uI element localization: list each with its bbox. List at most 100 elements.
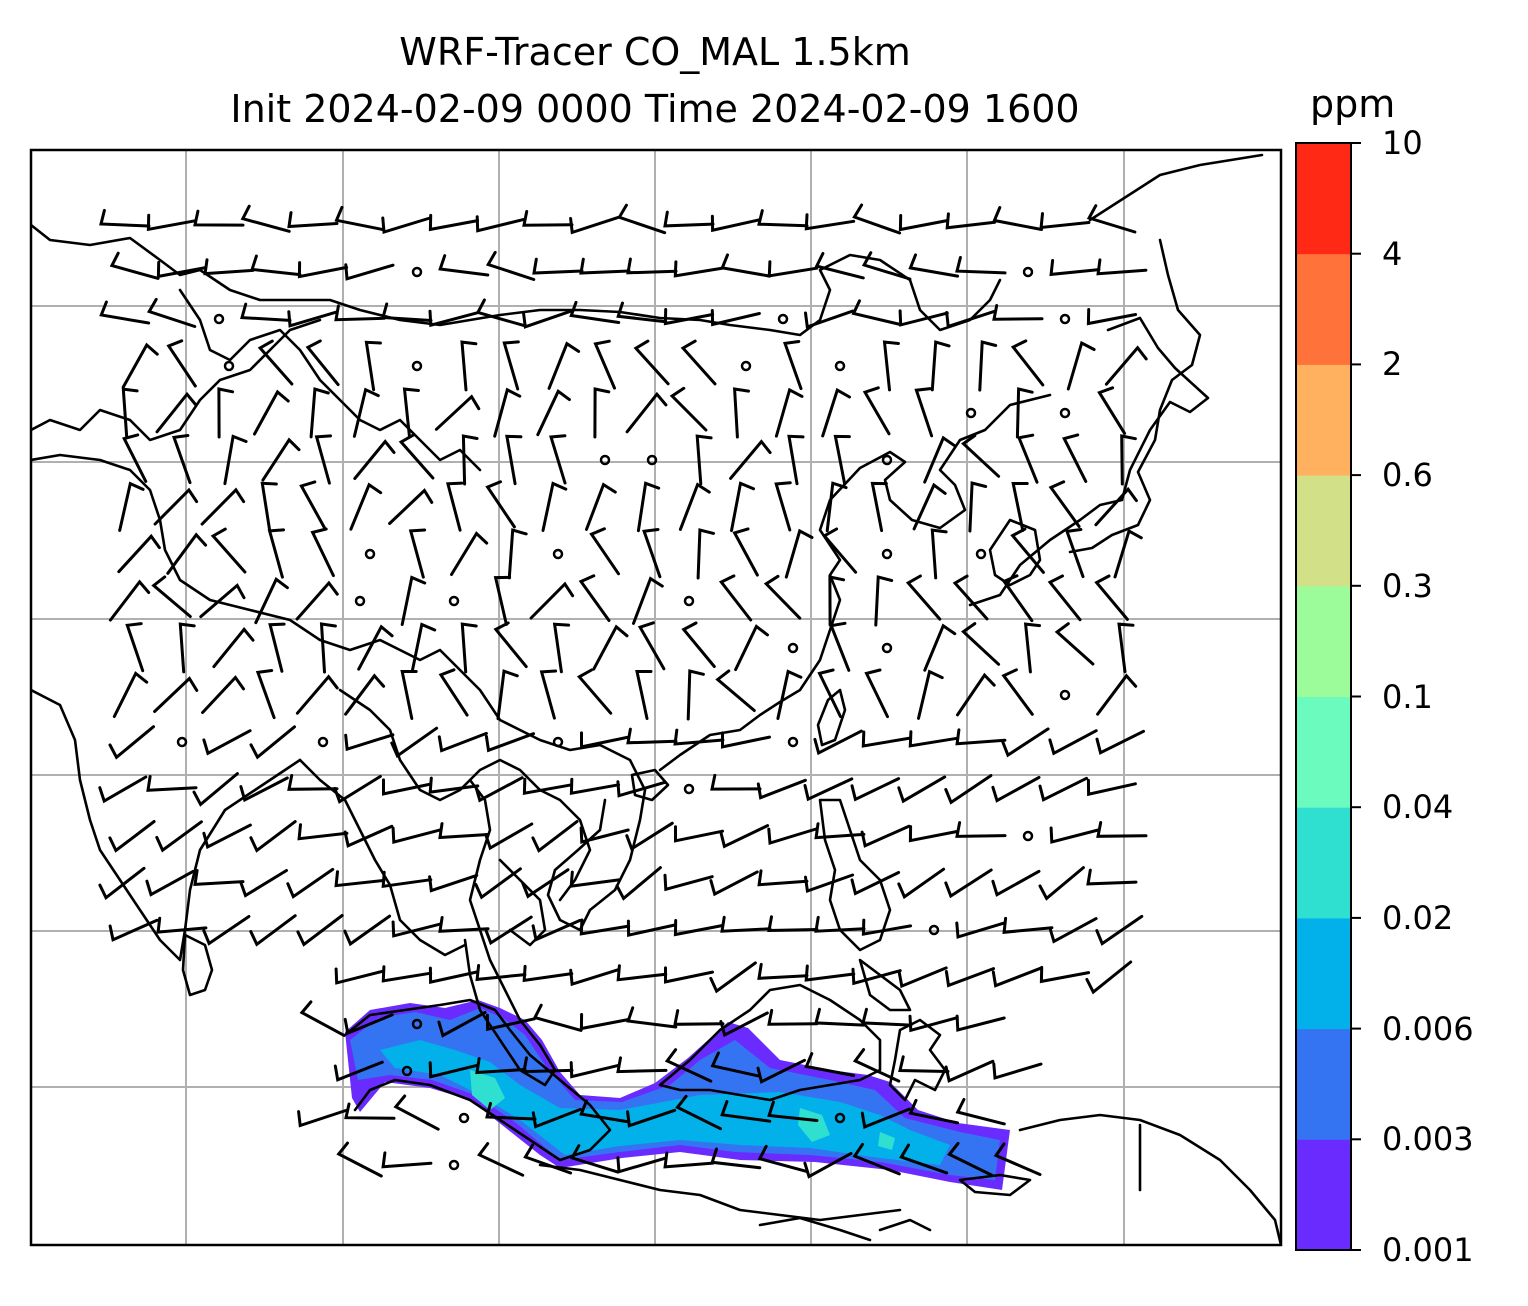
wind-barb [257, 339, 294, 386]
colorbar-segment [1296, 364, 1351, 476]
wind-barb [669, 386, 708, 432]
wind-barb [438, 822, 490, 840]
wind-barb [905, 574, 942, 621]
wind-barb [814, 1007, 866, 1027]
wind-barb [930, 528, 948, 580]
calm-wind-marker [458, 1112, 470, 1124]
wind-barb [531, 1107, 582, 1129]
calm-wind-marker [448, 1159, 460, 1171]
wind-barb [947, 1141, 995, 1178]
wind-barb [171, 434, 192, 485]
wind-barb [569, 968, 620, 987]
wind-barb [287, 310, 338, 328]
wind-barb [249, 725, 296, 760]
wind-barb [297, 1109, 348, 1128]
wind-barb [539, 669, 558, 720]
wind-barb [475, 215, 526, 233]
wind-barb [319, 622, 337, 674]
calm-wind-marker [928, 924, 940, 936]
wind-barb [626, 919, 677, 937]
wind-barb [239, 869, 288, 898]
wind-barb [569, 777, 621, 795]
wind-barb [860, 824, 911, 848]
colorbar-segment [1296, 1139, 1351, 1251]
wind-barb [496, 669, 519, 721]
wind-barb [336, 1141, 383, 1178]
wind-barb [391, 826, 442, 845]
wind-barb [522, 210, 574, 227]
wind-barb [254, 576, 289, 625]
wind-barb [1113, 528, 1143, 579]
wind-barb [428, 966, 479, 984]
wind-barb [390, 726, 439, 759]
coastline-vietnam [546, 743, 647, 932]
wind-barb [850, 777, 901, 802]
wind-barb [202, 729, 252, 756]
wind-barb [825, 481, 848, 533]
wind-barb [930, 340, 951, 392]
wind-barb [1086, 868, 1138, 886]
wind-barb [309, 387, 330, 439]
wind-barb [908, 730, 960, 748]
wind-barb [108, 579, 151, 622]
wind-barb [804, 309, 855, 329]
wind-barb [357, 624, 394, 671]
calm-wind-marker [223, 360, 235, 372]
wind-barb [632, 576, 664, 625]
wind-barb [592, 624, 629, 671]
wind-barb [461, 434, 479, 486]
wind-barb [580, 731, 630, 749]
wind-barb [445, 481, 464, 532]
wind-barb [593, 339, 616, 390]
wind-barb [381, 870, 433, 889]
wind-barb [1010, 527, 1045, 574]
calm-wind-marker [213, 313, 225, 325]
wind-barb [493, 575, 512, 626]
wind-barb [756, 778, 807, 800]
coastline-gulf-of-thailand [498, 858, 547, 947]
wind-barb [343, 824, 394, 848]
wind-barb [381, 216, 432, 234]
wind-barb [961, 434, 1001, 478]
wind-barb [240, 302, 292, 322]
wind-barb [569, 300, 621, 324]
coastline-korea-peninsula [988, 518, 1042, 587]
wind-barb [776, 669, 803, 720]
wind-barb [393, 1094, 440, 1131]
wind-barb [108, 820, 156, 853]
wind-barb [532, 1003, 583, 1032]
wind-barb [721, 731, 771, 749]
tracer-plume [345, 1000, 1010, 1190]
wind-barb [1096, 258, 1148, 276]
wind-barb [579, 918, 631, 936]
wind-barb [804, 213, 856, 231]
border-china-mongolia [31, 223, 1002, 337]
wind-barb [944, 868, 993, 899]
wind-barb [804, 964, 856, 982]
wind-barb [536, 389, 571, 437]
wind-barb [522, 777, 574, 795]
wind-barb [908, 1098, 959, 1125]
wind-barb [1120, 434, 1137, 486]
wind-barb [343, 914, 392, 947]
wind-barb [822, 527, 858, 574]
calm-wind-marker [317, 736, 329, 748]
wind-barb [249, 820, 297, 853]
wind-barb [625, 821, 674, 852]
wind-barb [343, 1013, 394, 1036]
calm-wind-marker [176, 736, 188, 748]
wind-barb [767, 1008, 819, 1026]
wind-barb [1049, 826, 1100, 844]
wind-barb [763, 574, 802, 620]
colorbar-segment [1296, 253, 1351, 365]
wind-barb [828, 575, 846, 627]
wind-barb [532, 257, 584, 275]
wind-barb [450, 531, 489, 576]
wind-barb [1023, 622, 1041, 674]
wind-barb [178, 622, 196, 674]
wind-barb [686, 669, 705, 721]
wind-barb [344, 733, 395, 752]
wind-barb [364, 340, 382, 392]
wind-barb [720, 253, 772, 278]
wind-barb [882, 340, 900, 392]
